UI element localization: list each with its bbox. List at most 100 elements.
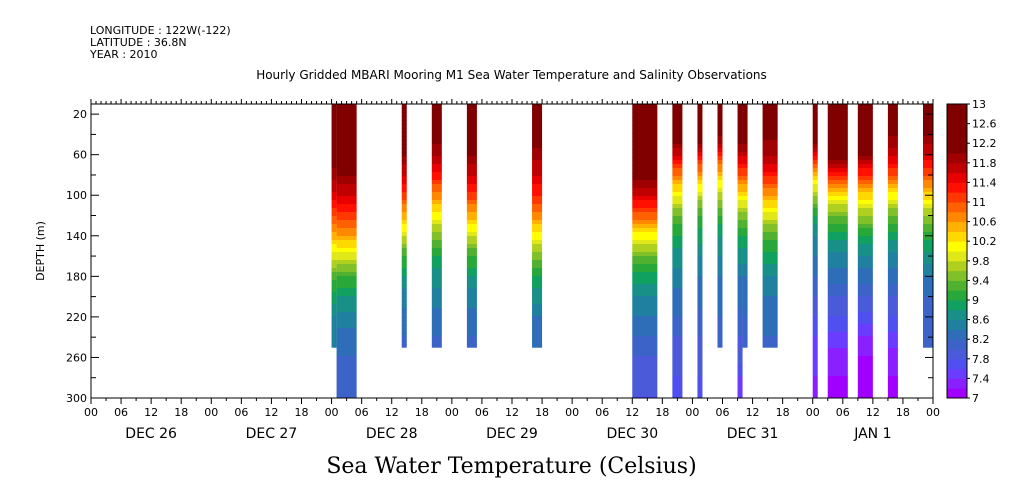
heat-cell xyxy=(672,332,683,337)
heat-cell xyxy=(672,112,683,117)
heat-cell xyxy=(401,288,407,293)
heat-cell xyxy=(697,108,703,113)
heat-cell xyxy=(812,236,818,241)
heat-cell xyxy=(827,280,848,285)
heat-cell xyxy=(922,272,933,277)
heat-cell xyxy=(466,136,477,141)
heat-cell xyxy=(431,332,442,337)
heat-cell xyxy=(401,240,407,245)
y-tick-label: 60 xyxy=(73,149,87,162)
heat-cell xyxy=(532,104,543,109)
heat-cell xyxy=(812,216,818,221)
data-segment-15 xyxy=(857,104,873,399)
heat-cell xyxy=(466,116,477,121)
heat-cell xyxy=(431,208,442,213)
heat-cell xyxy=(857,192,873,197)
heat-cell xyxy=(762,336,778,341)
heat-cell xyxy=(887,300,898,305)
heat-cell xyxy=(887,164,898,169)
heat-cell xyxy=(331,160,337,165)
heat-cell xyxy=(336,120,357,125)
heat-cell xyxy=(857,220,873,225)
heat-cell xyxy=(336,384,357,389)
heat-cell xyxy=(742,264,748,269)
heat-cell xyxy=(762,316,778,321)
heat-cell xyxy=(672,164,683,169)
colorbar-tick-label: 9.8 xyxy=(972,255,990,268)
heat-cell xyxy=(331,264,337,269)
heat-cell xyxy=(532,280,543,285)
heat-cell xyxy=(697,240,703,245)
heat-cell xyxy=(632,312,658,317)
heat-cell xyxy=(466,228,477,233)
heat-cell xyxy=(827,336,848,341)
heat-cell xyxy=(697,116,703,121)
heat-cell xyxy=(922,108,933,113)
heat-cell xyxy=(401,152,407,157)
heat-cell xyxy=(827,316,848,321)
heat-cell xyxy=(672,336,683,341)
heat-cell xyxy=(812,212,818,217)
heat-cell xyxy=(331,320,337,325)
heat-cell xyxy=(632,276,658,281)
heat-cell xyxy=(812,356,818,361)
heat-cell xyxy=(336,148,357,153)
heat-cell xyxy=(632,232,658,237)
heat-cell xyxy=(697,104,703,109)
heat-cell xyxy=(532,300,543,305)
x-axis: 00 06 12 18 00 06 12 18 00 06 12 18 00 06 12 18 00 06 12 18… xyxy=(84,99,940,442)
heat-cell xyxy=(401,248,407,253)
heat-cell xyxy=(632,224,658,229)
heat-cell xyxy=(466,276,477,281)
heat-cell xyxy=(431,104,442,109)
heat-cell xyxy=(532,124,543,129)
heat-cell xyxy=(431,112,442,117)
heat-cell xyxy=(336,388,357,393)
heat-cell xyxy=(922,312,933,317)
heat-cell xyxy=(887,312,898,317)
heat-cell xyxy=(887,348,898,353)
heat-cell xyxy=(672,276,683,281)
heat-cell xyxy=(812,260,818,265)
heat-cell xyxy=(401,256,407,261)
plot-frame xyxy=(90,103,934,399)
heat-cell xyxy=(922,300,933,305)
heat-cell xyxy=(401,176,407,181)
heat-cell xyxy=(532,192,543,197)
heat-cell xyxy=(857,316,873,321)
heat-cell xyxy=(401,308,407,313)
heat-cell xyxy=(737,156,743,161)
heat-cell xyxy=(431,220,442,225)
heat-cell xyxy=(737,188,743,193)
heat-cell xyxy=(331,268,337,273)
heat-cell xyxy=(632,264,658,269)
heat-cell xyxy=(812,204,818,209)
heat-cell xyxy=(697,352,703,357)
heat-cell xyxy=(431,128,442,133)
colorbar-swatch xyxy=(947,153,967,164)
heat-cell xyxy=(922,116,933,121)
heat-cell xyxy=(737,212,743,217)
heat-cell xyxy=(697,112,703,117)
heat-cell xyxy=(466,156,477,161)
heat-cell xyxy=(336,152,357,157)
heat-cell xyxy=(737,144,743,149)
heat-cell xyxy=(717,256,723,261)
heat-cell xyxy=(922,220,933,225)
heat-cell xyxy=(857,340,873,345)
heat-cell xyxy=(532,288,543,293)
heat-cell xyxy=(737,296,743,301)
heat-cell xyxy=(857,108,873,113)
heat-cell xyxy=(717,336,723,341)
heat-cell xyxy=(632,376,658,381)
x-tick-label: 06 xyxy=(114,406,128,419)
heat-cell xyxy=(672,152,683,157)
heat-cell xyxy=(632,192,658,197)
heat-cell xyxy=(737,388,743,393)
heat-cell xyxy=(532,304,543,309)
heat-cell xyxy=(742,164,748,169)
heat-cell xyxy=(401,236,407,241)
heat-cell xyxy=(466,256,477,261)
heat-cell xyxy=(762,164,778,169)
heat-cell xyxy=(827,112,848,117)
